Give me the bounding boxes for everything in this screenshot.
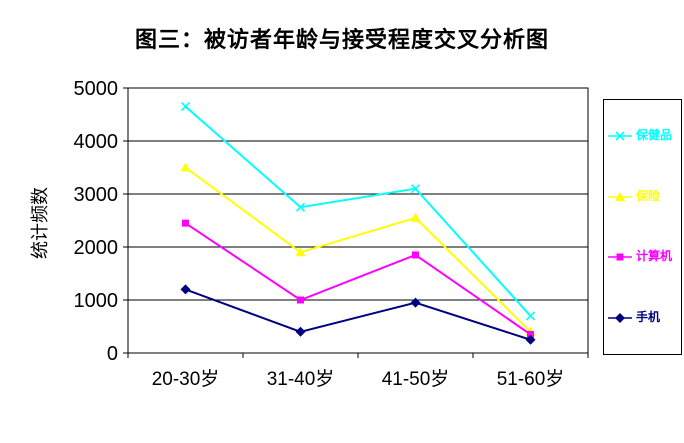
x-ticks <box>127 353 589 358</box>
series-x <box>180 101 536 321</box>
x-category-label: 31-40岁 <box>267 368 335 390</box>
legend-item-health-products: 保健品 <box>607 129 678 143</box>
series-diamond <box>180 284 536 345</box>
y-tick-label: 4000 <box>74 131 119 153</box>
legend-label: 保健品 <box>636 128 673 143</box>
x-category-labels: 20-30岁 31-40岁 41-50岁 51-60岁 <box>152 368 565 390</box>
legend-label: 计算机 <box>636 249 673 264</box>
x-category-label: 51-60岁 <box>497 368 565 390</box>
series-triangle <box>180 162 536 336</box>
y-tick-label: 1000 <box>74 290 119 312</box>
x-category-label: 20-30岁 <box>152 368 220 390</box>
legend-label: 保险 <box>636 188 661 203</box>
health-products-marker-icon <box>608 131 632 141</box>
insurance-marker-icon <box>608 191 632 201</box>
mobile-phone-marker-icon <box>608 312 632 323</box>
plot-area: 0 1000 2000 3000 4000 5000 20-30岁 31-40岁 41-50岁 5… <box>74 78 589 390</box>
y-tick-label: 3000 <box>74 184 119 206</box>
legend-item-insurance: 保险 <box>607 188 678 204</box>
computer-marker-icon <box>608 253 632 261</box>
legend-item-mobile-phone: 手机 <box>607 309 678 325</box>
y-tick-label: 0 <box>107 343 118 365</box>
x-category-label: 41-50岁 <box>382 368 450 390</box>
y-tick-label: 2000 <box>74 237 119 259</box>
y-tick-label: 5000 <box>74 78 119 100</box>
series-square <box>182 219 534 338</box>
legend: 保健品 保险 计算机 手机 <box>603 99 682 355</box>
plot-border <box>127 87 589 354</box>
chart-title: 图三：被访者年龄与接受程度交叉分析图 <box>134 27 549 52</box>
legend-item-computer: 计算机 <box>607 250 678 264</box>
legend-label: 手机 <box>636 309 661 324</box>
